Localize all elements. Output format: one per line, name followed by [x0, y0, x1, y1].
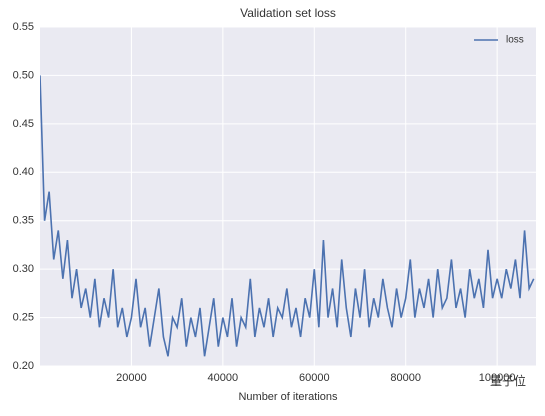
- y-tick-label: 0.20: [13, 360, 34, 372]
- y-tick-label: 0.25: [13, 311, 34, 323]
- y-tick-label: 0.30: [13, 263, 34, 275]
- y-tick-label: 0.55: [13, 21, 34, 33]
- y-tick-label: 0.35: [13, 215, 34, 227]
- x-tick-label: 100000: [479, 372, 516, 384]
- legend-label: loss: [506, 35, 524, 46]
- x-axis-label: Number of iterations: [238, 391, 338, 403]
- x-tick-label: 60000: [299, 372, 330, 384]
- y-tick-label: 0.45: [13, 118, 34, 130]
- chart-title: Validation set loss: [240, 6, 336, 20]
- x-tick-label: 40000: [208, 372, 239, 384]
- y-tick-label: 0.40: [13, 166, 34, 178]
- x-tick-label: 20000: [116, 372, 147, 384]
- x-tick-label: 80000: [390, 372, 421, 384]
- plot-area: [40, 27, 536, 366]
- watermark: 量子位: [490, 373, 526, 388]
- line: [40, 75, 535, 357]
- y-tick-label: 0.50: [13, 69, 34, 81]
